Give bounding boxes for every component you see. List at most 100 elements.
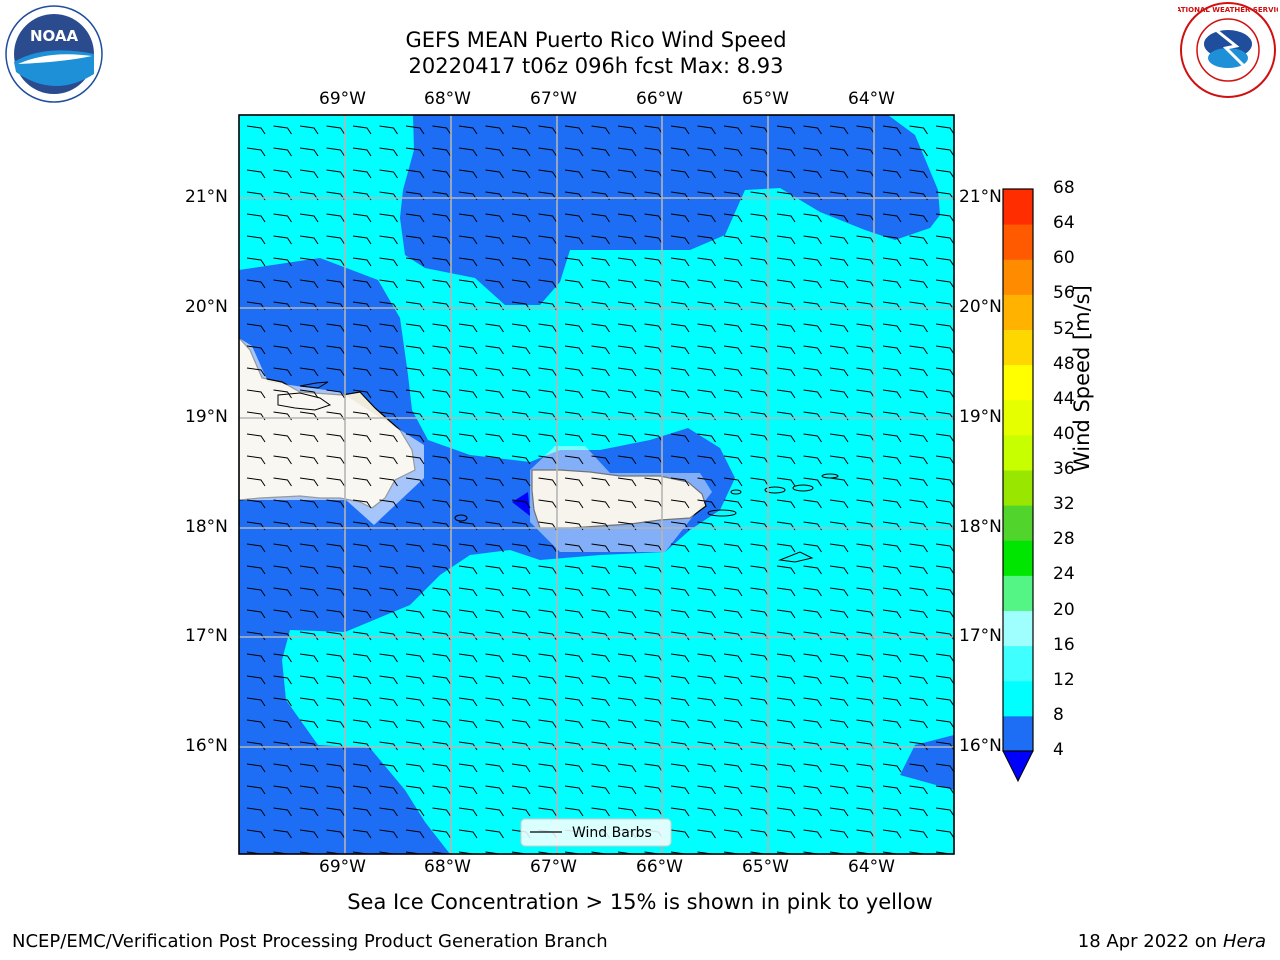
wind-barb — [246, 631, 266, 641]
wind-barb — [458, 279, 478, 289]
wind-barb — [697, 499, 716, 509]
wind-barb — [432, 433, 451, 443]
wind-barb — [670, 763, 690, 773]
wind-barb — [273, 697, 292, 707]
wind-barb — [432, 587, 451, 597]
wind-barb — [882, 279, 902, 289]
wind-barb — [564, 323, 584, 333]
wind-barb — [432, 169, 451, 179]
wind-barb — [352, 477, 372, 487]
wind-barb — [909, 697, 928, 707]
wind-barb — [882, 169, 902, 179]
wind-barb — [909, 389, 928, 399]
wind-barb — [829, 719, 849, 729]
wind-barb — [273, 543, 292, 553]
wind-barb — [352, 763, 372, 773]
wind-field-region-north — [400, 115, 940, 305]
wind-barb — [909, 477, 928, 487]
wind-barb — [697, 279, 716, 289]
wind-barb — [909, 323, 928, 333]
wind-barb — [670, 455, 690, 465]
wind-barb — [538, 125, 557, 135]
wind-barb — [405, 389, 425, 399]
wind-barb — [538, 323, 557, 333]
wind-barb — [352, 785, 372, 795]
wind-barb — [591, 257, 610, 267]
wind-barb — [803, 763, 822, 773]
wind-barb — [485, 279, 504, 289]
wind-barb — [617, 257, 637, 267]
wind-barb — [803, 741, 822, 751]
wind-barb — [246, 587, 266, 597]
wind-barb — [511, 543, 531, 553]
wind-barb — [750, 697, 769, 707]
wind-barb — [326, 829, 345, 839]
wind-barb — [405, 675, 425, 685]
wind-barb — [273, 741, 292, 751]
wind-barb — [564, 367, 584, 377]
wind-barb — [776, 785, 796, 795]
wind-barb — [882, 499, 902, 509]
wind-barb — [909, 125, 928, 135]
wind-barb — [670, 543, 690, 553]
wind-barb — [273, 763, 292, 773]
wind-barbs — [246, 125, 954, 854]
colorbar-tick-label: 16 — [1053, 634, 1075, 655]
wind-barb — [458, 609, 478, 619]
wind-barb — [829, 279, 849, 289]
wind-barb — [458, 763, 478, 773]
nws-logo-text: NATIONAL WEATHER SERVICE — [1178, 6, 1278, 14]
wind-barb — [273, 653, 292, 663]
wind-barb — [670, 587, 690, 597]
wind-barb — [617, 807, 637, 817]
wind-barb — [882, 455, 902, 465]
wind-barb — [273, 235, 292, 245]
wind-barb — [432, 543, 451, 553]
wind-barb — [591, 213, 610, 223]
wind-barb — [458, 829, 478, 839]
lon-label: 69°W — [319, 89, 366, 109]
wind-barb — [326, 323, 345, 333]
wind-barb — [776, 543, 796, 553]
wind-barb — [829, 741, 849, 751]
wind-barb — [829, 565, 849, 575]
wind-barb — [458, 653, 478, 663]
wind-barb — [538, 565, 557, 575]
wind-barb — [273, 367, 292, 377]
wind-barb — [750, 455, 769, 465]
wind-barb — [723, 741, 743, 751]
wind-barb — [776, 477, 796, 487]
wind-barb — [246, 543, 266, 553]
wind-barb — [379, 169, 398, 179]
wind-barb — [935, 543, 954, 553]
wind-barb — [803, 609, 822, 619]
wind-barb — [379, 609, 398, 619]
wind-barb — [591, 125, 610, 135]
wind-barb — [511, 367, 531, 377]
wind-barb — [352, 147, 372, 157]
wind-barb — [511, 587, 531, 597]
wind-barb — [538, 345, 557, 355]
wind-barb — [352, 389, 372, 399]
wind-barb — [485, 851, 501, 854]
wind-barb — [511, 719, 531, 729]
colorbar-segment — [1003, 715, 1033, 752]
wind-barb — [564, 433, 584, 443]
wind-barb — [803, 499, 822, 509]
wind-barb — [697, 587, 716, 597]
wind-barb — [909, 543, 928, 553]
wind-barb — [591, 367, 610, 377]
wind-barb — [538, 257, 557, 267]
wind-barb — [591, 543, 610, 553]
wind-barb — [511, 697, 531, 707]
wind-barb — [299, 609, 319, 619]
wind-barb — [432, 653, 451, 663]
wind-barb — [723, 565, 743, 575]
wind-barb — [803, 807, 822, 817]
wind-barb — [617, 433, 637, 443]
wind-barb — [670, 235, 690, 245]
wind-barb — [458, 697, 478, 707]
wind-barb — [405, 653, 425, 663]
wind-barb — [538, 851, 554, 854]
wind-barb — [644, 631, 663, 641]
